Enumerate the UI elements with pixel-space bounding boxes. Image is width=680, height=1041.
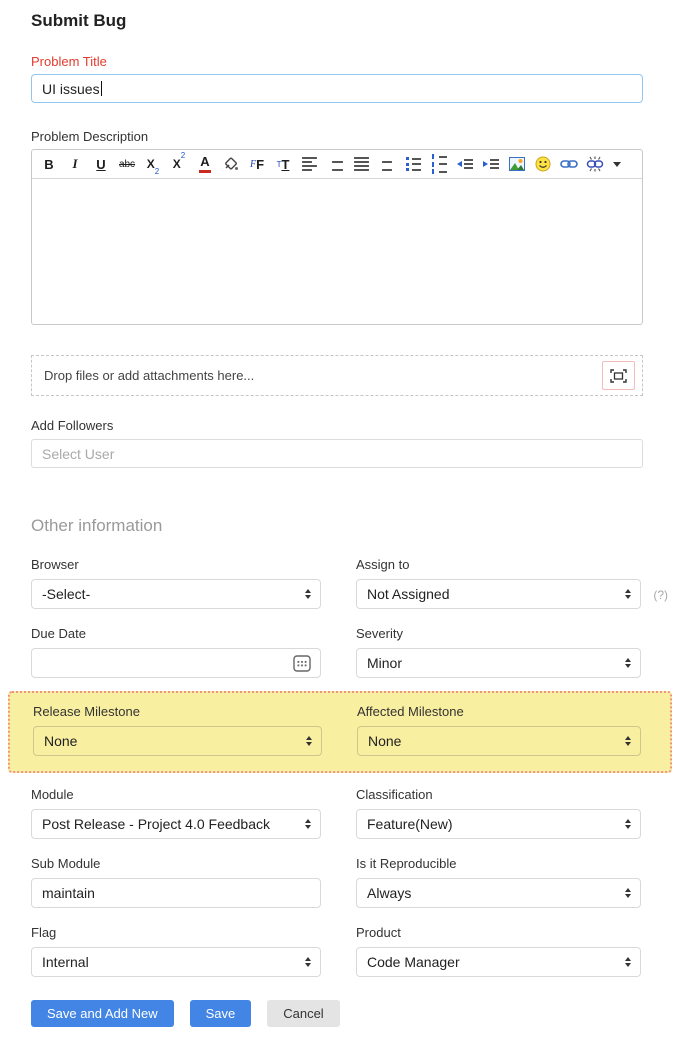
select-chevron-icon bbox=[625, 658, 631, 668]
release-milestone-label: Release Milestone bbox=[33, 704, 140, 719]
release-milestone-select[interactable]: None bbox=[33, 726, 322, 756]
select-chevron-icon bbox=[625, 589, 631, 599]
module-select[interactable]: Post Release - Project 4.0 Feedback bbox=[31, 809, 321, 839]
affected-milestone-select[interactable]: None bbox=[356, 726, 641, 756]
page-title: Submit Bug bbox=[31, 11, 127, 30]
fill-color-icon[interactable] bbox=[218, 152, 244, 176]
problem-title-value: UI issues bbox=[42, 80, 100, 97]
numbered-list-icon[interactable] bbox=[426, 152, 452, 176]
save-button[interactable]: Save bbox=[189, 1000, 252, 1027]
browser-select[interactable]: -Select- bbox=[31, 579, 321, 609]
due-date-input[interactable] bbox=[31, 648, 321, 678]
select-chevron-icon bbox=[625, 957, 631, 967]
cancel-button[interactable]: Cancel bbox=[267, 1000, 340, 1027]
align-center-icon[interactable] bbox=[374, 152, 400, 176]
classification-label: Classification bbox=[356, 787, 433, 802]
product-label: Product bbox=[356, 925, 401, 940]
attachment-dropzone[interactable]: Drop files or add attachments here... bbox=[31, 355, 643, 396]
link-icon[interactable] bbox=[556, 152, 582, 176]
select-chevron-icon bbox=[305, 589, 311, 599]
calendar-icon[interactable] bbox=[293, 654, 311, 672]
due-date-label: Due Date bbox=[31, 626, 86, 641]
affected-milestone-label: Affected Milestone bbox=[356, 704, 464, 719]
outdent-icon[interactable] bbox=[452, 152, 478, 176]
assign-to-help-icon[interactable]: (?) bbox=[653, 588, 668, 602]
italic-icon[interactable]: I bbox=[72, 156, 78, 171]
strikethrough-icon[interactable]: abc bbox=[118, 158, 136, 170]
screen-capture-button[interactable] bbox=[602, 361, 635, 390]
reproducible-select[interactable]: Always bbox=[356, 878, 641, 908]
module-label: Module bbox=[31, 787, 74, 802]
add-followers-input[interactable] bbox=[31, 439, 643, 468]
select-chevron-icon bbox=[305, 736, 312, 746]
severity-label: Severity bbox=[356, 626, 403, 641]
sub-module-label: Sub Module bbox=[31, 856, 101, 871]
description-editor-area[interactable] bbox=[32, 179, 642, 324]
align-justify-icon[interactable] bbox=[348, 152, 374, 176]
problem-title-label: Problem Title bbox=[31, 54, 107, 69]
dropzone-text: Drop files or add attachments here... bbox=[44, 368, 255, 383]
reproducible-label: Is it Reproducible bbox=[356, 856, 457, 871]
align-right-icon[interactable] bbox=[322, 152, 348, 176]
toolbar-more-icon[interactable] bbox=[608, 152, 626, 176]
select-chevron-icon bbox=[305, 957, 311, 967]
other-information-heading: Other information bbox=[31, 516, 163, 535]
indent-icon[interactable] bbox=[478, 152, 504, 176]
select-chevron-icon bbox=[305, 819, 311, 829]
text-cursor bbox=[100, 81, 102, 96]
select-chevron-icon bbox=[625, 888, 631, 898]
product-select[interactable]: Code Manager bbox=[356, 947, 641, 977]
flag-label: Flag bbox=[31, 925, 57, 940]
bold-icon[interactable]: B bbox=[44, 156, 54, 172]
severity-select[interactable]: Minor bbox=[356, 648, 641, 678]
image-icon[interactable] bbox=[504, 152, 530, 176]
unlink-icon[interactable] bbox=[582, 152, 608, 176]
emoji-icon[interactable] bbox=[530, 152, 556, 176]
browser-label: Browser bbox=[31, 557, 79, 572]
classification-select[interactable]: Feature(New) bbox=[356, 809, 641, 839]
bullet-list-icon[interactable] bbox=[400, 152, 426, 176]
align-left-icon[interactable] bbox=[296, 152, 322, 176]
select-chevron-icon bbox=[625, 736, 631, 746]
screen-capture-icon bbox=[610, 368, 627, 383]
footer-actions: Save and Add New Save Cancel bbox=[31, 1000, 340, 1027]
flag-select[interactable]: Internal bbox=[31, 947, 321, 977]
save-and-add-new-button[interactable]: Save and Add New bbox=[31, 1000, 174, 1027]
milestone-highlight-section: Release Milestone None Affected Mileston… bbox=[8, 691, 672, 773]
underline-icon[interactable]: U bbox=[96, 156, 106, 172]
assign-to-select[interactable]: Not Assigned bbox=[356, 579, 641, 609]
clipped-row-remnant bbox=[31, 973, 151, 976]
clipped-row-remnant bbox=[356, 973, 476, 976]
font-color-icon[interactable]: A bbox=[192, 152, 218, 176]
problem-title-input[interactable]: UI issues bbox=[31, 74, 643, 103]
select-chevron-icon bbox=[625, 819, 631, 829]
sub-module-input[interactable]: maintain bbox=[31, 878, 321, 908]
add-followers-label: Add Followers bbox=[31, 418, 114, 433]
problem-description-label: Problem Description bbox=[31, 129, 149, 144]
assign-to-label: Assign to bbox=[356, 557, 410, 572]
